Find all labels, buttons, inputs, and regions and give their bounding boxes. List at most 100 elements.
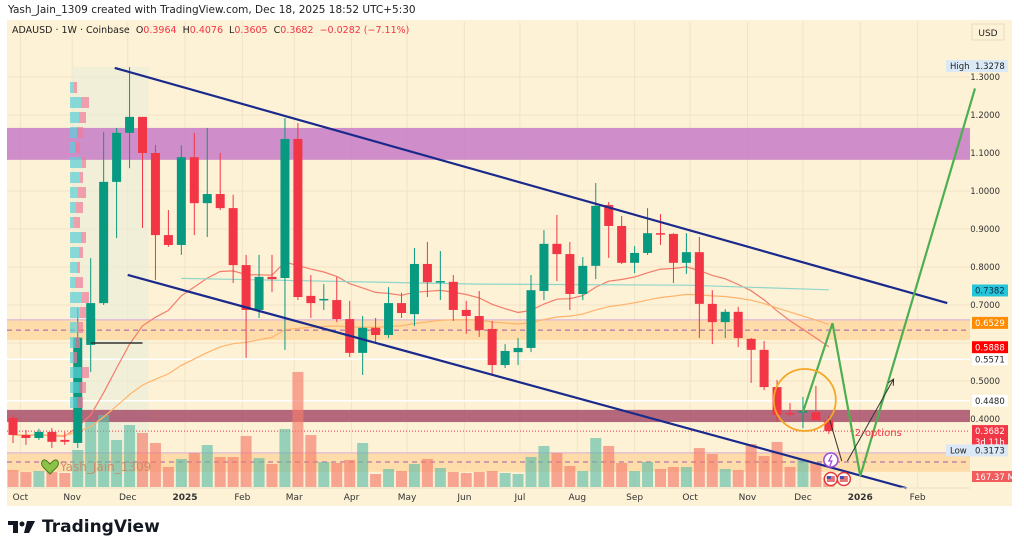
volume-bar [732, 469, 744, 487]
volume-tag-value: 167.37 M [975, 473, 1015, 483]
volume-profile-bar [70, 292, 82, 303]
volume-bar [72, 449, 84, 487]
volume-bar [797, 459, 809, 487]
open-value: 0.3964 [143, 25, 177, 36]
candle-body [125, 116, 135, 133]
volume-profile-bar [75, 142, 80, 153]
currency-button[interactable]: USD [971, 23, 1005, 41]
price-tag [972, 316, 1008, 329]
volume-profile-bar [74, 217, 80, 228]
candle-body [112, 132, 122, 182]
svg-text:Yash_Jain_1309: Yash_Jain_1309 [59, 460, 151, 474]
volume-bar [201, 445, 213, 487]
candle-body [448, 281, 458, 310]
time-tick-label: Nov [63, 493, 81, 503]
candle-body [215, 194, 225, 209]
volume-profile-bar [70, 367, 81, 378]
time-axis: Oct Nov Dec 2025 Feb Mar Apr May Jun Jul Aug Sep Oct… [13, 493, 926, 503]
volume-bar [370, 474, 382, 487]
price-tag-value: 0.5571 [975, 355, 1005, 365]
volume-profile-bar [82, 157, 86, 168]
volume-bar [85, 421, 97, 487]
candle-body [500, 350, 510, 366]
volume-profile-bar [77, 397, 83, 408]
candle-body [694, 252, 704, 304]
price-tag-value: 0.4480 [975, 397, 1005, 407]
candle-body [617, 225, 627, 263]
candle-body [99, 181, 109, 304]
volume-profile-bar [80, 307, 86, 318]
candle-body [228, 208, 238, 266]
candle-body [189, 157, 199, 204]
candle-body [8, 417, 18, 435]
volume-tag [972, 471, 1012, 482]
volume-bar [810, 462, 822, 487]
candle-body [824, 420, 834, 432]
close-value: 0.3682 [280, 25, 314, 36]
volume-profile-bar [70, 262, 77, 273]
price-tag [972, 341, 1008, 354]
price-tag-value: 1.3278 [975, 62, 1005, 72]
time-tick-label: 2026 [848, 493, 873, 503]
volume-bar [538, 445, 550, 487]
price-tag [972, 394, 1008, 407]
time-tick-label: Dec [794, 493, 811, 503]
candle-body [384, 303, 394, 336]
volume-bar [331, 462, 343, 487]
candle-body [306, 295, 316, 304]
flag-canton [839, 476, 844, 479]
volume-bar [214, 457, 226, 487]
volume-bar [305, 435, 317, 487]
volume-bar [745, 444, 757, 487]
highlight-circle [772, 368, 837, 432]
channel-upper-line [114, 66, 948, 305]
volume-profile-bar [70, 397, 77, 408]
volume-bar [279, 428, 291, 487]
symbol-label[interactable]: ADAUSD · 1W · Coinbase [12, 25, 130, 36]
volume-bar [357, 442, 369, 487]
volume-profile-bar [70, 172, 80, 183]
volume-bar [175, 458, 187, 487]
candle-body [604, 205, 614, 226]
tradingview-brand[interactable]: TradingView [8, 517, 160, 537]
volume-bar [188, 452, 200, 487]
price-tick-label: 0.5000 [970, 377, 1000, 387]
candle-body [241, 265, 251, 310]
volume-bar [7, 469, 19, 487]
volume-bar [20, 472, 32, 487]
volume-bar [59, 472, 71, 487]
price-tag [972, 353, 1008, 366]
price-tag-label: High [950, 62, 970, 72]
candle-body [422, 263, 432, 283]
candle-body [47, 431, 57, 442]
volume-bar [162, 467, 174, 487]
volume-profile-bar [70, 112, 79, 123]
volume-bar [564, 465, 576, 487]
candle-body [720, 311, 730, 323]
candle-body [668, 233, 678, 263]
volume-profile-bar [70, 157, 82, 168]
volume-bar [421, 458, 433, 487]
volume-profile-bar [70, 337, 76, 348]
volume-profile-bar [79, 112, 86, 123]
volume-bar [46, 472, 58, 487]
high-value: 0.4076 [189, 25, 223, 36]
lightning-event-icon[interactable] [823, 452, 839, 468]
candle-body [409, 263, 419, 315]
time-tick-label: Feb [910, 493, 926, 503]
candle-body [371, 327, 381, 336]
ema-slow-line [12, 293, 829, 437]
candle-body [811, 412, 821, 421]
candle-body [772, 387, 782, 415]
time-tick-label: Oct [682, 493, 698, 503]
volume-bar [447, 471, 459, 487]
countdown-label: 3d 11h [975, 438, 1005, 448]
volume-profile-bar [70, 322, 78, 333]
candles [8, 67, 834, 448]
price-tag-label: Low [950, 446, 967, 456]
candle-body [267, 276, 277, 280]
volume-bar [667, 467, 679, 487]
tradingview-logo-icon [8, 521, 35, 533]
price-tag-value: 0.5888 [975, 343, 1005, 353]
